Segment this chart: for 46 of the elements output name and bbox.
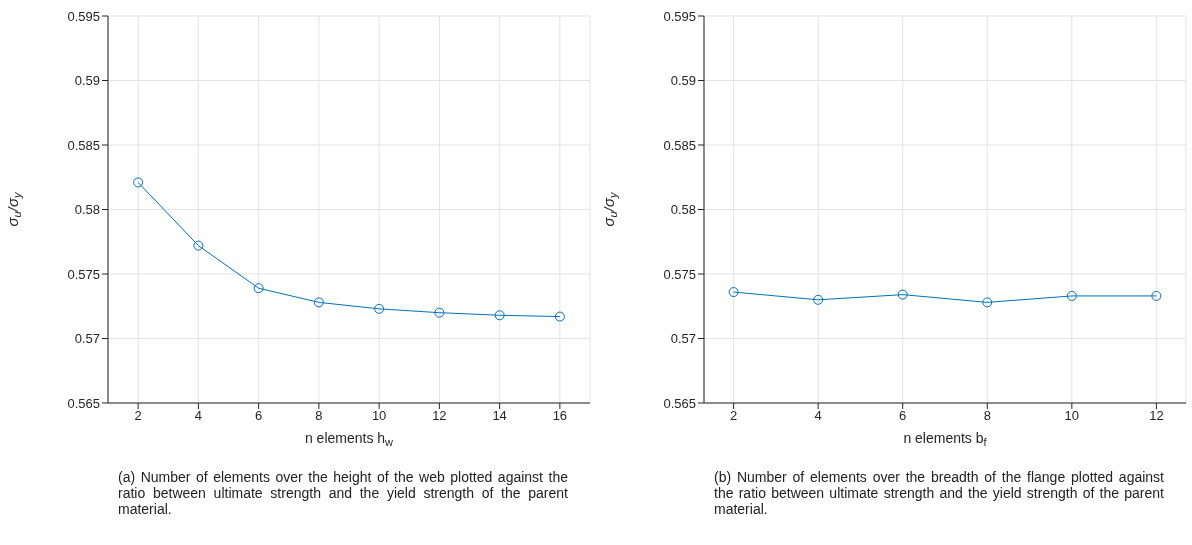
y-tick-label: 0.565 xyxy=(67,395,100,411)
point xyxy=(554,311,565,322)
point xyxy=(1066,290,1077,301)
x-tick-label: 6 xyxy=(255,408,263,424)
y-tick-label: 0.59 xyxy=(74,73,100,89)
text: (b) Number of elements over the breadth of the flange plotted against the ratio between ultimate strength and the yield strength of the parent material. xyxy=(713,468,1165,517)
x-tick-label: 10 xyxy=(371,408,387,424)
y-tick-label: 0.59 xyxy=(670,73,696,89)
x-tick-label: 4 xyxy=(194,408,202,424)
x-tick-label: 14 xyxy=(492,408,507,424)
point xyxy=(133,177,144,188)
point xyxy=(313,297,324,308)
x-tick-label: 2 xyxy=(729,408,738,424)
point xyxy=(253,283,264,294)
point xyxy=(193,240,204,251)
y-tick-label: 0.57 xyxy=(74,331,100,347)
x-tick-label: 16 xyxy=(552,408,568,424)
point xyxy=(1151,290,1162,301)
x-axis-title: n elements b$_{f}$ xyxy=(903,430,988,449)
y-tick-label: 0.585 xyxy=(67,137,100,153)
x-tick-label: 12 xyxy=(432,408,447,424)
x-tick-label: 6 xyxy=(899,408,907,424)
y-tick-label: 0.595 xyxy=(67,8,100,24)
y-tick-label: 0.575 xyxy=(663,266,696,282)
x-tick-label: 8 xyxy=(983,408,991,424)
point xyxy=(494,310,505,321)
text: (a) Number of elements over the height of the web plotted against the ratio between ultimate strength and the yield strength of the parent material. xyxy=(117,468,569,517)
y-tick-label: 0.595 xyxy=(663,8,696,24)
x-tick-label: 8 xyxy=(315,408,323,424)
point xyxy=(897,289,908,300)
y-tick-label: 0.58 xyxy=(74,202,100,218)
y-tick-label: 0.57 xyxy=(670,331,696,347)
point xyxy=(434,307,445,318)
point xyxy=(813,294,824,305)
point xyxy=(982,297,993,308)
x-tick-label: 4 xyxy=(814,408,822,424)
x-tick-label: 2 xyxy=(134,408,142,424)
x-tick-label: 12 xyxy=(1149,408,1164,424)
y-tick-label: 0.585 xyxy=(663,137,696,153)
y-tick-label: 0.58 xyxy=(670,202,696,218)
y-tick-label: 0.565 xyxy=(663,395,696,411)
point xyxy=(374,303,385,314)
x-axis-title: n elements h$_{w}$ xyxy=(304,430,394,449)
y-tick-label: 0.575 xyxy=(67,266,100,282)
point xyxy=(728,287,739,298)
x-tick-label: 10 xyxy=(1064,408,1080,424)
